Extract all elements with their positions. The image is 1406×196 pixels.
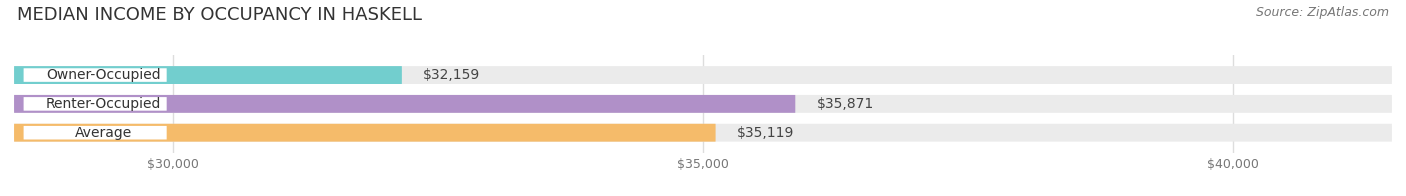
Text: $35,871: $35,871 — [817, 97, 873, 111]
FancyBboxPatch shape — [14, 124, 716, 142]
Text: Source: ZipAtlas.com: Source: ZipAtlas.com — [1256, 6, 1389, 19]
FancyBboxPatch shape — [24, 126, 167, 140]
Text: MEDIAN INCOME BY OCCUPANCY IN HASKELL: MEDIAN INCOME BY OCCUPANCY IN HASKELL — [17, 6, 422, 24]
FancyBboxPatch shape — [14, 66, 402, 84]
Text: Renter-Occupied: Renter-Occupied — [45, 97, 160, 111]
Text: Average: Average — [75, 126, 132, 140]
Text: $32,159: $32,159 — [423, 68, 481, 82]
FancyBboxPatch shape — [14, 95, 1392, 113]
FancyBboxPatch shape — [24, 97, 167, 111]
FancyBboxPatch shape — [24, 68, 167, 82]
FancyBboxPatch shape — [14, 66, 1392, 84]
FancyBboxPatch shape — [14, 95, 796, 113]
Text: $35,119: $35,119 — [737, 126, 794, 140]
FancyBboxPatch shape — [14, 124, 1392, 142]
Text: Owner-Occupied: Owner-Occupied — [46, 68, 160, 82]
